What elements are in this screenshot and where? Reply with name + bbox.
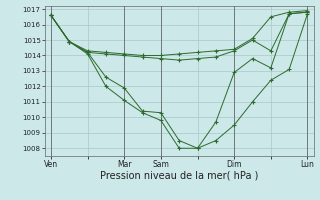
X-axis label: Pression niveau de la mer( hPa ): Pression niveau de la mer( hPa ) — [100, 171, 258, 181]
